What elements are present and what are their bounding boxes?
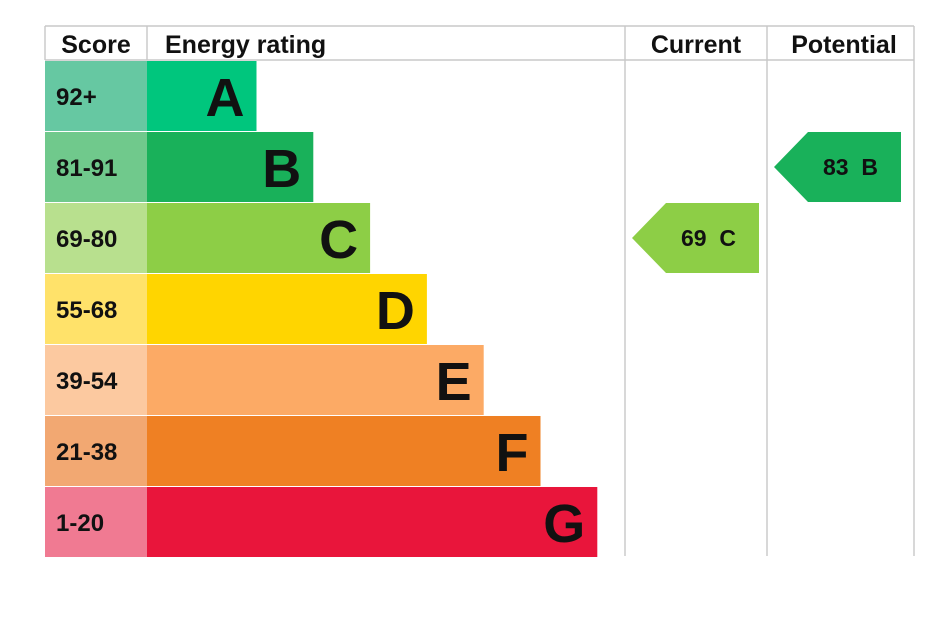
score-cell-b — [45, 132, 147, 202]
score-label-g: 1-20 — [56, 510, 104, 537]
rating-letter-e: E — [436, 352, 472, 412]
header-potential: Potential — [791, 31, 897, 59]
score-cell-g — [45, 487, 147, 557]
score-label-a: 92+ — [56, 84, 97, 111]
rating-letter-a: A — [206, 68, 245, 128]
potential-rating-label: 83 B — [823, 154, 878, 180]
rating-letter-c: C — [319, 210, 358, 270]
rating-letter-f: F — [496, 423, 529, 483]
score-label-c: 69-80 — [56, 226, 117, 253]
current-arrow — [632, 203, 759, 273]
rating-bar-g — [147, 487, 598, 557]
header-energy-rating: Energy rating — [165, 31, 326, 59]
rating-letter-b: B — [262, 139, 301, 199]
score-cell-a — [45, 61, 147, 131]
rating-bar-f — [147, 416, 541, 486]
rating-bands: 92+ A 81-91 B 69-80 C 55-68 D 39-54 E 21-38 F 1-20 G — [45, 61, 598, 557]
score-label-e: 39-54 — [56, 368, 118, 395]
rating-bar-a — [147, 61, 257, 131]
score-cell-f — [45, 416, 147, 486]
rating-letter-d: D — [376, 281, 415, 341]
rating-bar-d — [147, 274, 427, 344]
score-cell-c — [45, 203, 147, 273]
score-label-b: 81-91 — [56, 155, 117, 182]
current-rating-label: 69 C — [681, 225, 736, 251]
header-current: Current — [651, 31, 742, 59]
rating-bar-c — [147, 203, 371, 273]
rating-bar-e — [147, 345, 484, 415]
score-label-d: 55-68 — [56, 297, 117, 324]
rating-letter-g: G — [543, 494, 585, 554]
score-cell-d — [45, 274, 147, 344]
rating-bar-b — [147, 132, 314, 202]
rating-arrows: 69 C 83 B — [632, 132, 901, 273]
potential-arrow — [774, 132, 901, 202]
score-cell-e — [45, 345, 147, 415]
header-score: Score — [61, 31, 131, 59]
score-label-f: 21-38 — [56, 439, 117, 466]
